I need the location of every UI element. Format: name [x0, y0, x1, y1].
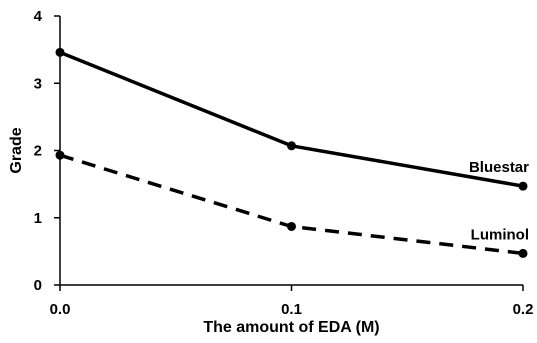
bluestar-data-point — [518, 181, 528, 191]
luminol-series-label: Luminol — [471, 226, 529, 243]
y-axis-label: Grade — [8, 127, 25, 173]
x-axis-label: The amount of EDA (M) — [203, 319, 379, 336]
y-tick-label: 3 — [34, 75, 42, 92]
luminol-series-line — [59, 153, 524, 256]
bluestar-series-line — [59, 50, 524, 188]
x-tick-label: 0.2 — [513, 301, 534, 318]
bluestar-data-point — [55, 47, 65, 57]
y-tick-label: 1 — [34, 210, 42, 227]
y-tick-label: 2 — [34, 143, 42, 160]
ticks: 0 1 2 3 4 0.0 0.1 0.2 — [34, 8, 534, 318]
luminol-data-point — [55, 150, 65, 160]
axes — [59, 16, 523, 286]
bluestar-data-point — [287, 141, 296, 151]
x-tick-label: 0.0 — [50, 301, 71, 318]
bluestar-series-label: Bluestar — [469, 159, 529, 176]
y-tick-label: 4 — [34, 8, 43, 25]
luminol-data-point — [287, 221, 296, 231]
y-tick-label: 0 — [34, 277, 42, 294]
series-layer: Bluestar Luminol — [55, 47, 529, 258]
x-tick-label: 0.1 — [281, 301, 302, 318]
luminol-data-point — [518, 248, 528, 258]
